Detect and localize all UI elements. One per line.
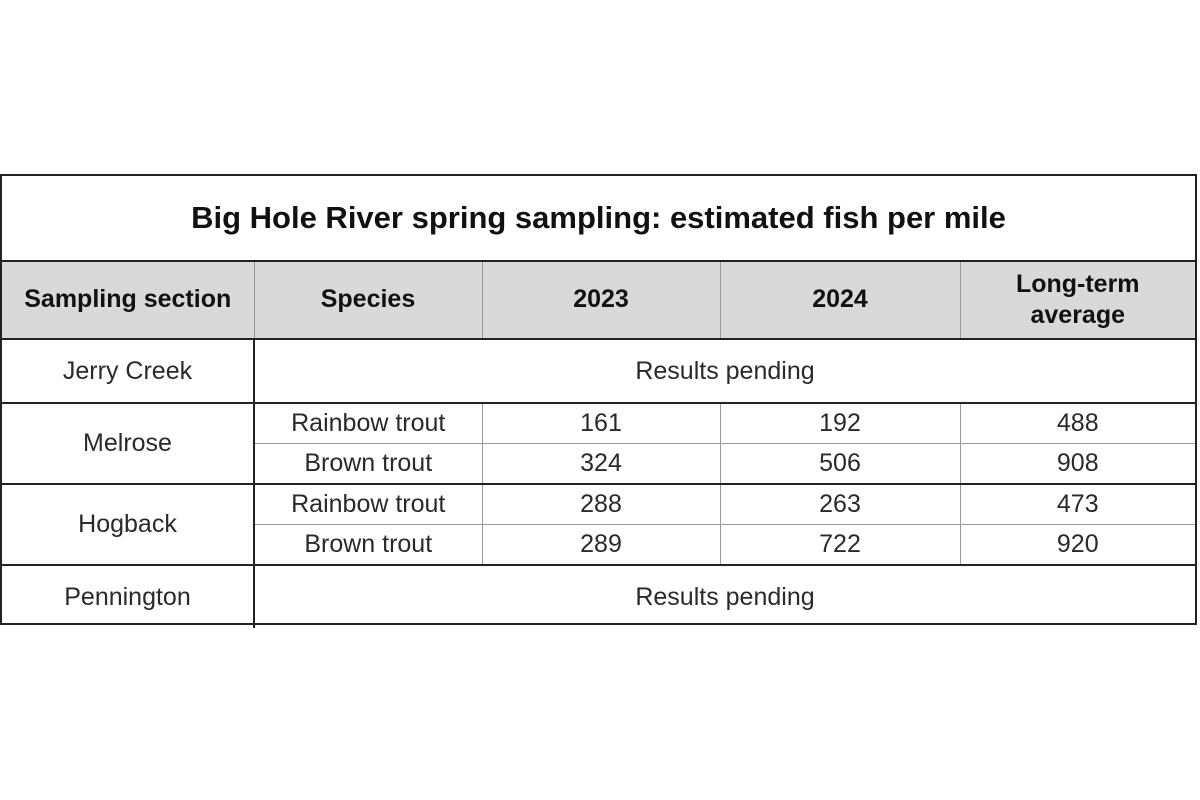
fish-survey-table: Sampling section Species 2023 2024 Long-… bbox=[2, 262, 1195, 628]
value-long-term: 908 bbox=[959, 443, 1195, 485]
section-name: Jerry Creek bbox=[2, 339, 255, 404]
species-name: Brown trout bbox=[254, 443, 482, 485]
value-long-term: 488 bbox=[959, 403, 1195, 444]
value-2024: 506 bbox=[719, 443, 960, 485]
header-species: Species bbox=[253, 262, 483, 340]
header-long-term-average: Long-term average bbox=[959, 262, 1195, 340]
fish-survey-table-frame: Big Hole River spring sampling: estimate… bbox=[0, 174, 1197, 628]
value-2023: 324 bbox=[481, 443, 720, 485]
table-row: Pennington Results pending bbox=[2, 565, 1195, 628]
header-2023: 2023 bbox=[481, 262, 721, 340]
header-2024: 2024 bbox=[719, 262, 961, 340]
header-sampling-section: Sampling section bbox=[2, 262, 255, 340]
value-2023: 288 bbox=[481, 484, 720, 525]
value-2023: 161 bbox=[481, 403, 720, 444]
section-name: Melrose bbox=[2, 403, 255, 485]
value-2024: 192 bbox=[719, 403, 960, 444]
header-long-term-line2: average bbox=[1030, 301, 1126, 329]
table-row: Brown trout 289 722 920 bbox=[2, 524, 1195, 566]
header-row: Sampling section Species 2023 2024 Long-… bbox=[2, 262, 1195, 340]
results-pending: Results pending bbox=[254, 339, 1195, 404]
value-long-term: 473 bbox=[959, 484, 1195, 525]
results-pending: Results pending bbox=[635, 582, 815, 611]
species-name: Rainbow trout bbox=[254, 484, 482, 525]
table-row: Brown trout 324 506 908 bbox=[2, 443, 1195, 485]
header-long-term-line1: Long-term bbox=[1015, 269, 1140, 298]
value-2023: 289 bbox=[481, 524, 720, 566]
section-name: Pennington bbox=[2, 565, 255, 628]
table-row: Jerry Creek Results pending bbox=[2, 339, 1195, 404]
section-name: Hogback bbox=[2, 484, 255, 566]
table-row: Hogback Rainbow trout 288 263 473 bbox=[2, 484, 1195, 566]
table-row: Melrose Rainbow trout 161 192 488 bbox=[2, 403, 1195, 485]
table-title: Big Hole River spring sampling: estimate… bbox=[2, 176, 1195, 262]
species-name: Rainbow trout bbox=[254, 403, 482, 444]
value-2024: 263 bbox=[719, 484, 960, 525]
value-long-term: 920 bbox=[959, 524, 1195, 566]
species-name: Brown trout bbox=[254, 524, 482, 566]
value-2024: 722 bbox=[719, 524, 960, 566]
